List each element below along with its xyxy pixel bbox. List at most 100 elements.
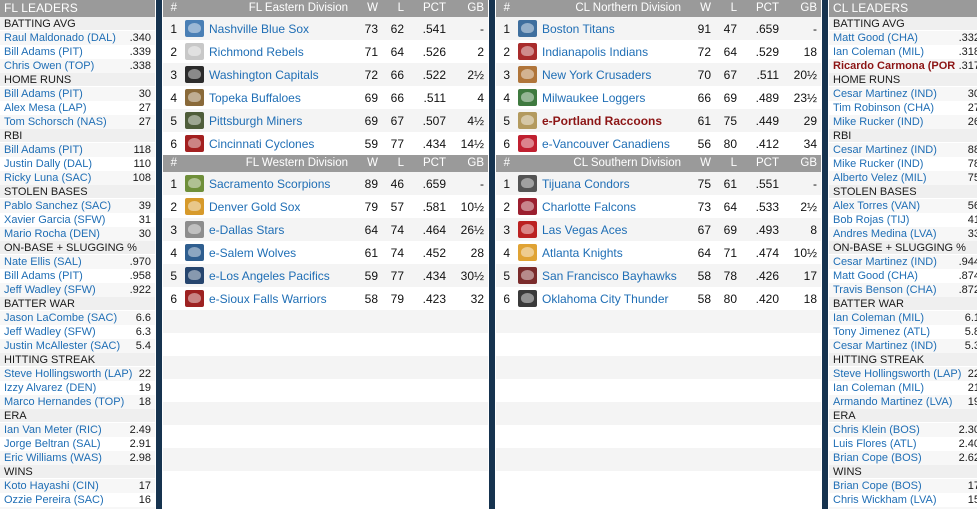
leader-player-name[interactable]: Matt Good (CHA) (833, 270, 918, 282)
leader-row[interactable]: Xavier Garcia (SFW) 31 (0, 213, 155, 227)
leader-player-name[interactable]: Matt Good (CHA) (833, 32, 918, 44)
leader-row[interactable]: Cesar Martinez (IND) 30 (829, 87, 977, 101)
leader-player-name[interactable]: Raul Maldonado (DAL) (4, 32, 116, 44)
leader-row[interactable]: Alex Torres (VAN) 56 (829, 199, 977, 213)
leader-player-name[interactable]: Mike Rucker (IND) (833, 158, 924, 170)
leader-player-name[interactable]: Mario Rocha (DEN) (4, 228, 100, 240)
leader-player-name[interactable]: Jeff Wadley (SFW) (4, 326, 96, 338)
team-cell[interactable]: Oklahoma City Thunder (514, 287, 685, 310)
team-cell[interactable]: San Francisco Bayhawks (514, 264, 685, 287)
team-name-link[interactable]: Richmond Rebels (209, 44, 304, 59)
leader-row[interactable]: Alex Mesa (LAP) 27 (0, 101, 155, 115)
leader-player-name[interactable]: Steve Hollingsworth (LAP) (833, 368, 962, 380)
leader-row[interactable]: Marco Hernandes (TOP) 18 (0, 395, 155, 409)
column-header-gb[interactable]: GB (450, 155, 488, 172)
team-name-link[interactable]: Charlotte Falcons (542, 199, 637, 214)
team-name-link[interactable]: Washington Capitals (209, 67, 319, 82)
table-row[interactable]: 4 Topeka Buffaloes 69 66 .511 4 (163, 86, 488, 109)
leader-player-name[interactable]: Xavier Garcia (SFW) (4, 214, 106, 226)
leader-row[interactable]: Bill Adams (PIT) .958 (0, 269, 155, 283)
team-name-link[interactable]: New York Crusaders (542, 67, 652, 82)
leader-player-name[interactable]: Jason LaCombe (SAC) (4, 312, 118, 324)
column-header-rank[interactable]: # (496, 0, 514, 17)
leader-row[interactable]: Jeff Wadley (SFW) .922 (0, 283, 155, 297)
leader-row[interactable]: Jorge Beltran (SAL) 2.91 (0, 437, 155, 451)
table-row[interactable]: 6 Cincinnati Cyclones 59 77 .434 14½ (163, 132, 488, 155)
column-header-rank[interactable]: # (496, 155, 514, 172)
team-cell[interactable]: e-Portland Raccoons (514, 109, 685, 132)
column-header-wins[interactable]: W (685, 0, 715, 17)
table-row[interactable]: 3 New York Crusaders 70 67 .511 20½ (496, 63, 821, 86)
leader-row[interactable]: Eric Williams (WAS) 2.98 (0, 451, 155, 465)
leader-row[interactable]: Tom Schorsch (NAS) 27 (0, 115, 155, 129)
column-header-losses[interactable]: L (382, 0, 408, 17)
leader-player-name[interactable]: Izzy Alvarez (DEN) (4, 382, 97, 394)
leader-player-name[interactable]: Nate Ellis (SAL) (4, 256, 82, 268)
leader-row[interactable]: Bob Rojas (TIJ) 41 (829, 213, 977, 227)
leader-player-name[interactable]: Bill Adams (PIT) (4, 270, 83, 282)
team-cell[interactable]: Pittsburgh Miners (181, 109, 352, 132)
team-name-link[interactable]: e-Sioux Falls Warriors (209, 291, 327, 306)
leader-player-name[interactable]: Chris Klein (BOS) (833, 424, 920, 436)
leader-player-name[interactable]: Bill Adams (PIT) (4, 144, 83, 156)
table-row[interactable]: 1 Tijuana Condors 75 61 .551 - (496, 172, 821, 195)
column-header-losses[interactable]: L (715, 0, 741, 17)
team-name-link[interactable]: Oklahoma City Thunder (542, 291, 669, 306)
team-cell[interactable]: Milwaukee Loggers (514, 86, 685, 109)
team-name-link[interactable]: Tijuana Condors (542, 176, 630, 191)
leader-row[interactable]: Justin McAllester (SAC) 5.4 (0, 339, 155, 353)
team-name-link[interactable]: Pittsburgh Miners (209, 113, 303, 128)
table-row[interactable]: 6 e-Sioux Falls Warriors 58 79 .423 32 (163, 287, 488, 310)
team-name-link[interactable]: Milwaukee Loggers (542, 90, 646, 105)
leader-player-name[interactable]: Pablo Sanchez (SAC) (4, 200, 111, 212)
leader-row[interactable]: Steve Hollingsworth (LAP) 22 (829, 367, 977, 381)
leader-row[interactable]: Cesar Martinez (IND) 5.3 (829, 339, 977, 353)
team-name-link[interactable]: e-Los Angeles Pacifics (209, 268, 330, 283)
leader-player-name[interactable]: Alex Mesa (LAP) (4, 102, 87, 114)
leader-row[interactable]: Ian Coleman (MIL) .318 (829, 45, 977, 59)
team-name-link[interactable]: Sacramento Scorpions (209, 176, 331, 191)
table-row[interactable]: 2 Indianapolis Indians 72 64 .529 18 (496, 40, 821, 63)
division-title[interactable]: CL Southern Division (514, 155, 685, 172)
team-name-link[interactable]: Denver Gold Sox (209, 199, 301, 214)
leader-row[interactable]: Cesar Martinez (IND) .944 (829, 255, 977, 269)
column-header-losses[interactable]: L (715, 155, 741, 172)
column-header-gb[interactable]: GB (783, 155, 821, 172)
column-header-rank[interactable]: # (163, 0, 181, 17)
leader-row[interactable]: Ozzie Pereira (SAC) 16 (0, 493, 155, 507)
column-header-wins[interactable]: W (685, 155, 715, 172)
table-row[interactable]: 4 Atlanta Knights 64 71 .474 10½ (496, 241, 821, 264)
leader-player-name[interactable]: Chris Owen (TOP) (4, 60, 95, 72)
leader-player-name[interactable]: Ian Coleman (MIL) (833, 382, 925, 394)
team-cell[interactable]: Boston Titans (514, 17, 685, 40)
leader-row[interactable]: Travis Benson (CHA) .872 (829, 283, 977, 297)
leader-row[interactable]: Ian Van Meter (RIC) 2.49 (0, 423, 155, 437)
leader-player-name[interactable]: Tim Robinson (CHA) (833, 102, 935, 114)
team-cell[interactable]: e-Sioux Falls Warriors (181, 287, 352, 310)
column-header-wins[interactable]: W (352, 155, 382, 172)
leader-player-name[interactable]: Marco Hernandes (TOP) (4, 396, 125, 408)
leader-row[interactable]: Bill Adams (PIT) .339 (0, 45, 155, 59)
division-title[interactable]: FL Eastern Division (181, 0, 352, 17)
table-row[interactable]: 2 Richmond Rebels 71 64 .526 2 (163, 40, 488, 63)
leader-player-name[interactable]: Brian Cope (BOS) (833, 452, 922, 464)
leader-player-name[interactable]: Justin Dally (DAL) (4, 158, 93, 170)
team-cell[interactable]: Sacramento Scorpions (181, 172, 352, 195)
leader-player-name[interactable]: Armando Martinez (LVA) (833, 396, 953, 408)
leader-row[interactable]: Pablo Sanchez (SAC) 39 (0, 199, 155, 213)
team-cell[interactable]: Atlanta Knights (514, 241, 685, 264)
column-header-wins[interactable]: W (352, 0, 382, 17)
leader-row[interactable]: Andres Medina (LVA) 33 (829, 227, 977, 241)
table-row[interactable]: 3 Washington Capitals 72 66 .522 2½ (163, 63, 488, 86)
leader-row[interactable]: Alberto Velez (MIL) 75 (829, 171, 977, 185)
leader-row[interactable]: Ricky Luna (SAC) 108 (0, 171, 155, 185)
leader-row[interactable]: Mike Rucker (IND) 78 (829, 157, 977, 171)
table-row[interactable]: 5 e-Portland Raccoons 61 75 .449 29 (496, 109, 821, 132)
team-cell[interactable]: e-Vancouver Canadiens (514, 132, 685, 155)
team-cell[interactable]: Denver Gold Sox (181, 195, 352, 218)
column-header-pct[interactable]: PCT (741, 155, 783, 172)
team-cell[interactable]: Richmond Rebels (181, 40, 352, 63)
leader-player-name[interactable]: Luis Flores (ATL) (833, 438, 917, 450)
leader-row[interactable]: Bill Adams (PIT) 118 (0, 143, 155, 157)
leader-player-name[interactable]: Tony Jimenez (ATL) (833, 326, 930, 338)
